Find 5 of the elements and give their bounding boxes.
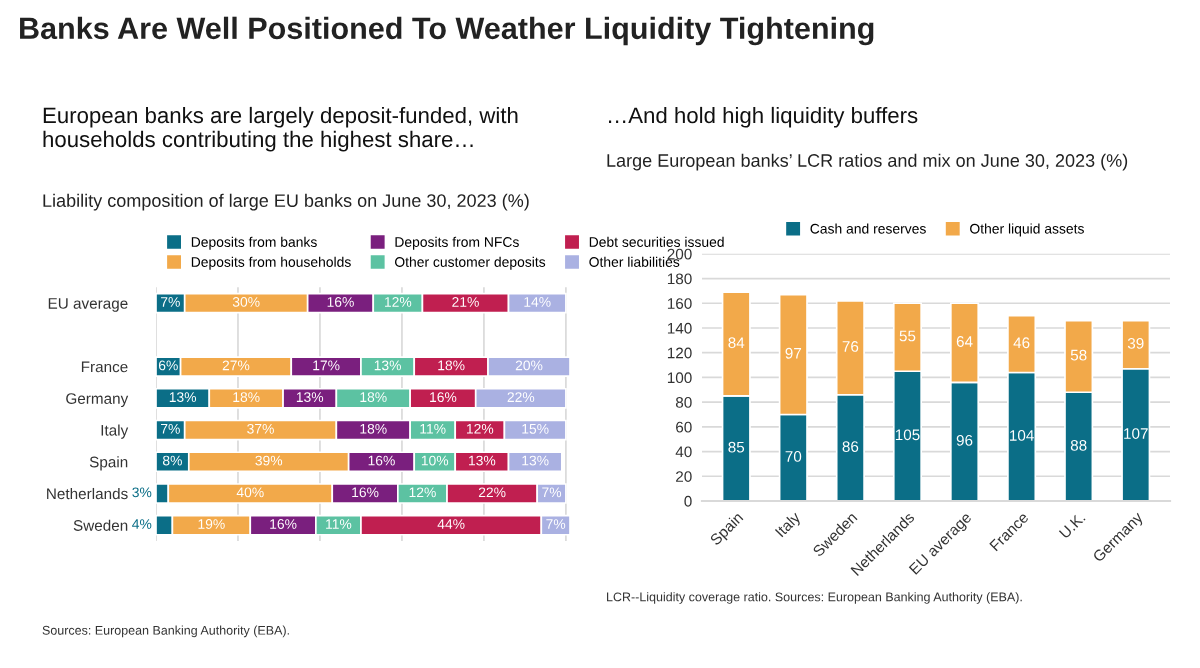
chart-subtitle: Liability composition of large EU banks on June 30, 2023 (%) xyxy=(43,193,529,211)
text: Banks Are Well Positioned To Weather Liquidity Tightening xyxy=(20,16,874,46)
chart-title: European banks are largely deposit-funded, with households contributing the highest share… xyxy=(43,106,518,152)
chart-title: …And hold high liquidity buffers xyxy=(609,106,918,128)
chart-subtitle: Large European banks’ LCR ratios and mix on June 30, 2023 (%) xyxy=(607,153,1128,171)
